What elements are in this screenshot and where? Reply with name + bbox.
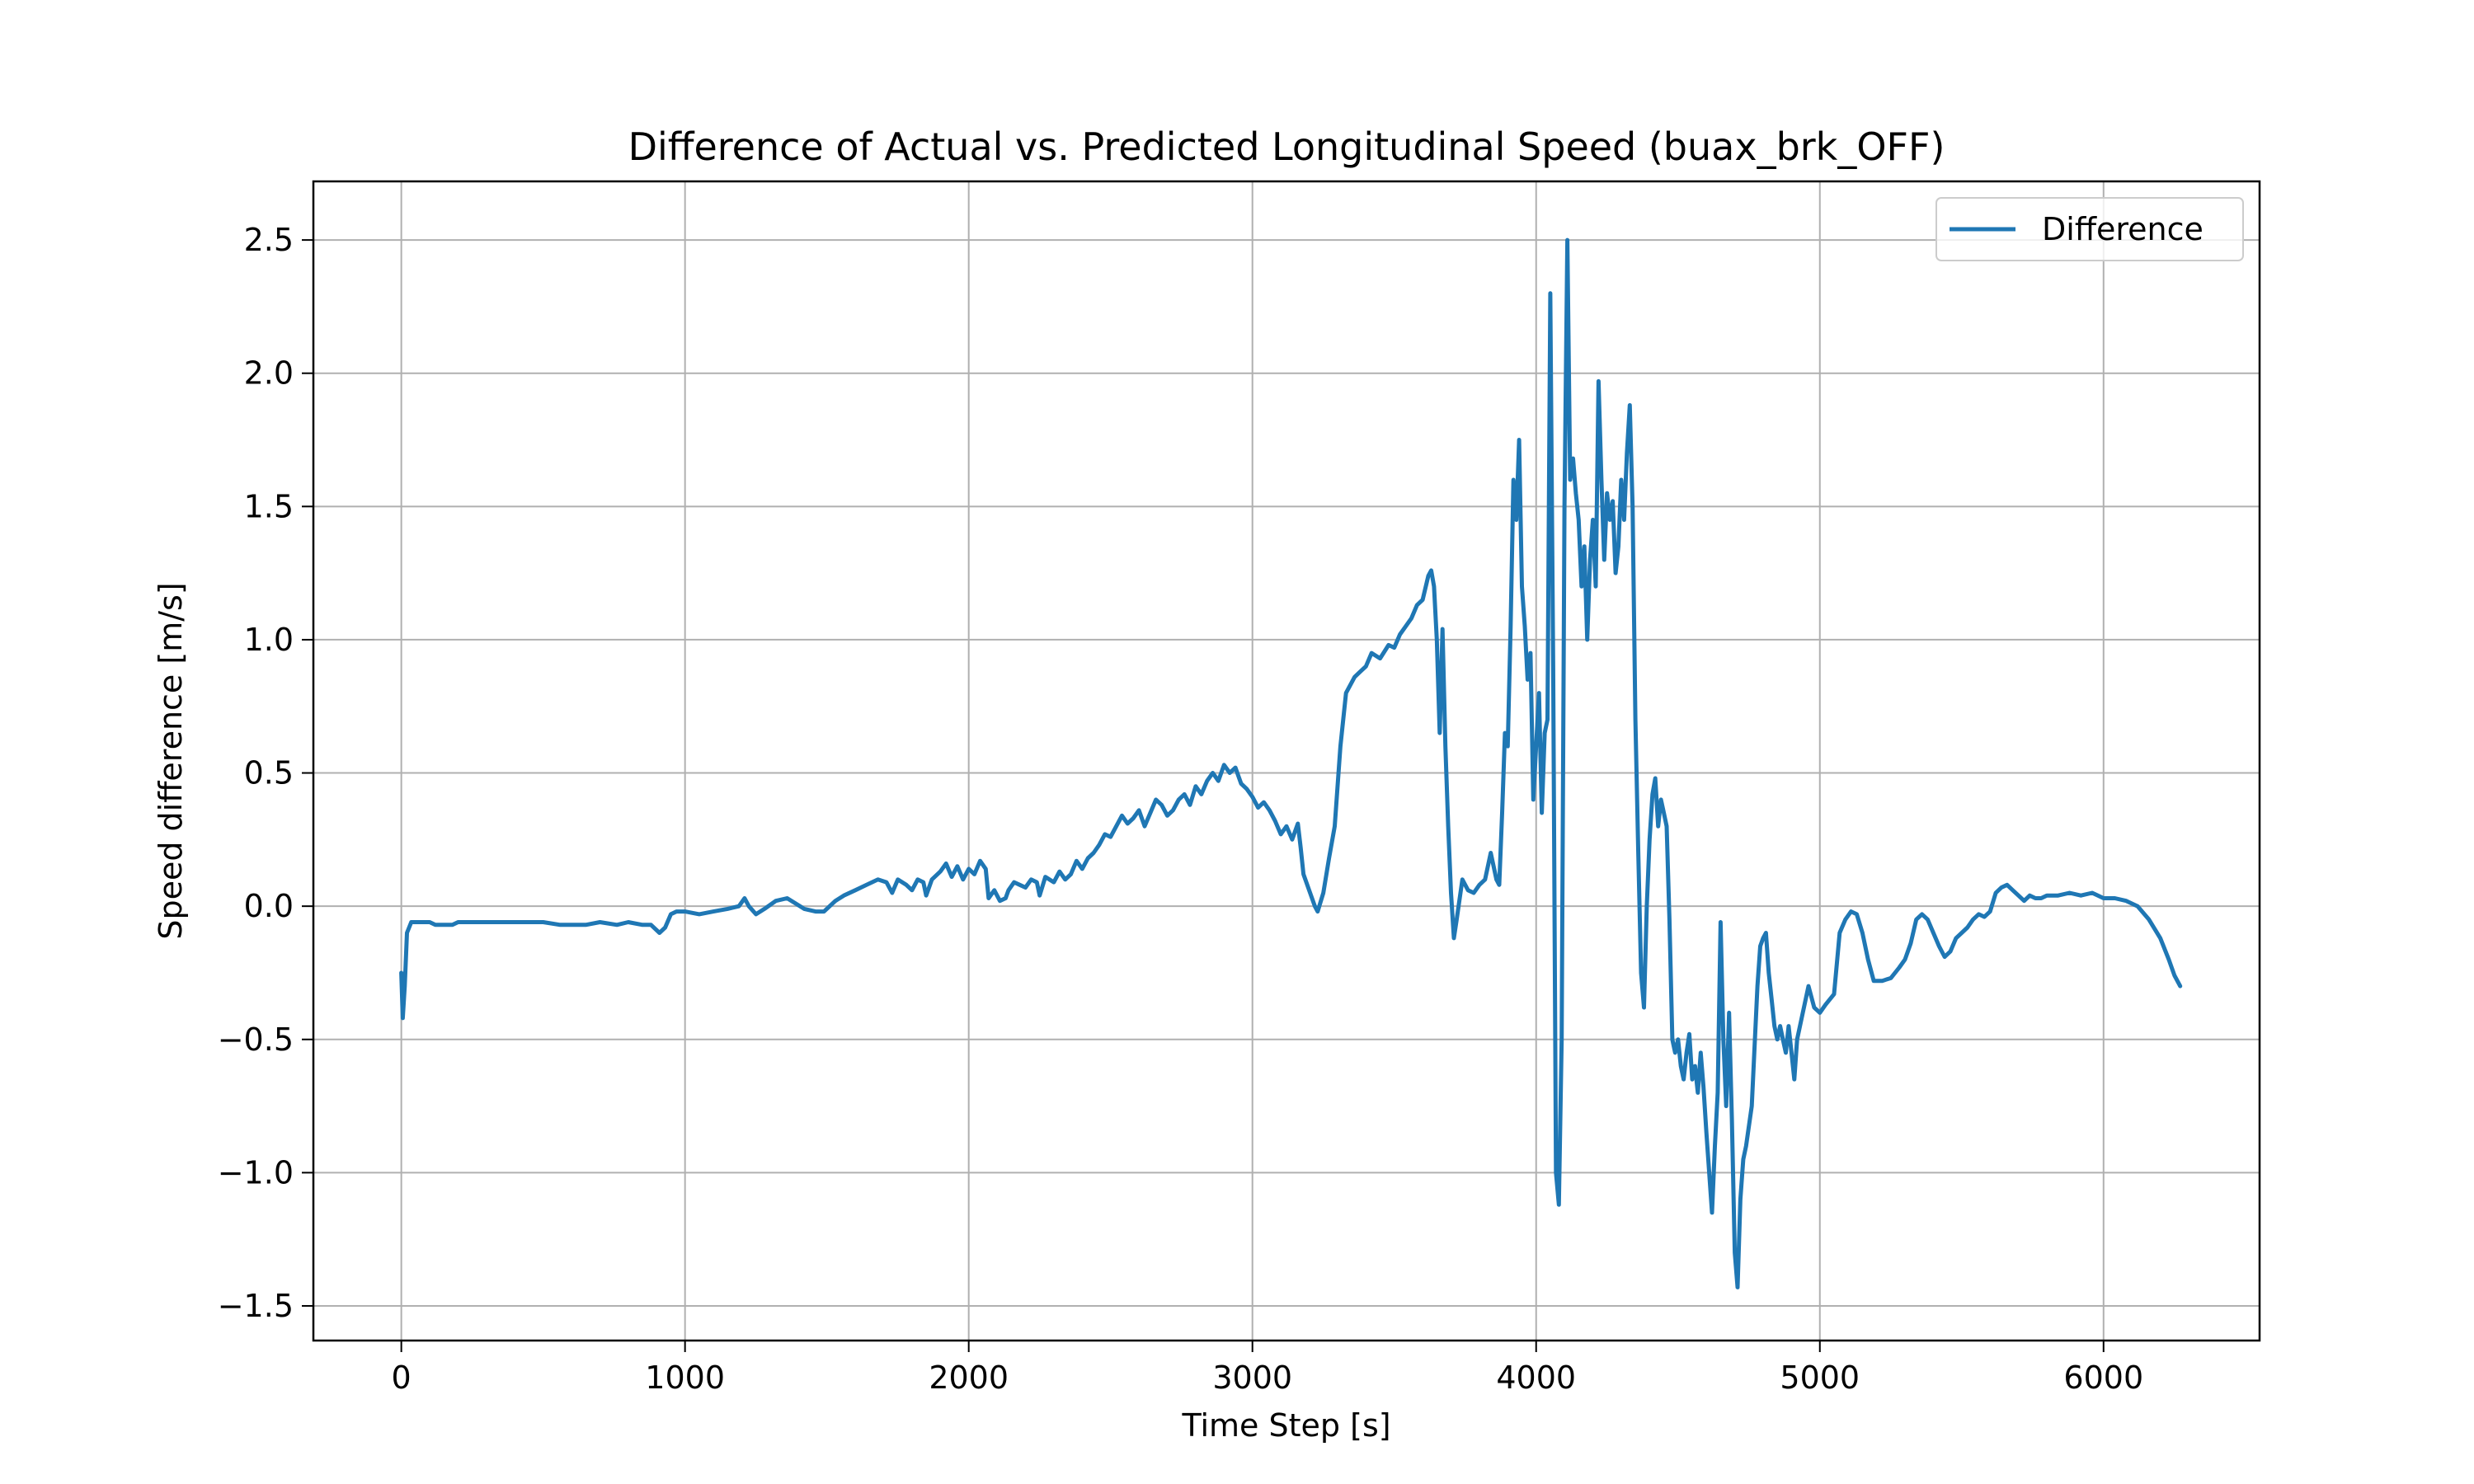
- y-tick-label: 1.0: [244, 622, 294, 658]
- x-axis-title: Time Step [s]: [1181, 1407, 1390, 1444]
- series-layer: [399, 237, 2183, 1289]
- x-tick-label: 0: [392, 1360, 412, 1396]
- y-tick-label: −1.0: [218, 1154, 294, 1190]
- grid: [313, 181, 2260, 1341]
- x-tick-label: 2000: [929, 1360, 1009, 1396]
- x-tick-label: 4000: [1496, 1360, 1576, 1396]
- chart-title: Difference of Actual vs. Predicted Longi…: [628, 124, 1945, 169]
- series-line-difference: [399, 237, 2183, 1289]
- x-tick-label: 5000: [1780, 1360, 1860, 1396]
- y-tick-label: −0.5: [218, 1021, 294, 1058]
- y-axis-title: Speed difference [m/s]: [153, 582, 189, 939]
- x-axis: 0 1000 2000 3000 4000 5000 6000: [392, 1341, 2143, 1396]
- legend-box: [1935, 197, 2244, 261]
- y-tick-label: 1.5: [244, 488, 294, 524]
- x-tick-label: 3000: [1212, 1360, 1292, 1396]
- y-tick-label: 2.0: [244, 355, 294, 392]
- x-tick-label: 6000: [2063, 1360, 2143, 1396]
- legend: Difference: [1935, 197, 2244, 261]
- x-tick-label: 1000: [645, 1360, 725, 1396]
- y-tick-label: −1.5: [218, 1288, 294, 1324]
- y-tick-label: 2.5: [244, 222, 294, 258]
- plot-frame: [312, 180, 2261, 1342]
- y-tick-label: 0.5: [244, 755, 294, 791]
- y-axis: −1.5 −1.0 −0.5 0.0 0.5 1.0 1.5 2.0 2.5: [218, 222, 313, 1324]
- y-tick-label: 0.0: [244, 888, 294, 924]
- legend-label: Difference: [2042, 211, 2204, 247]
